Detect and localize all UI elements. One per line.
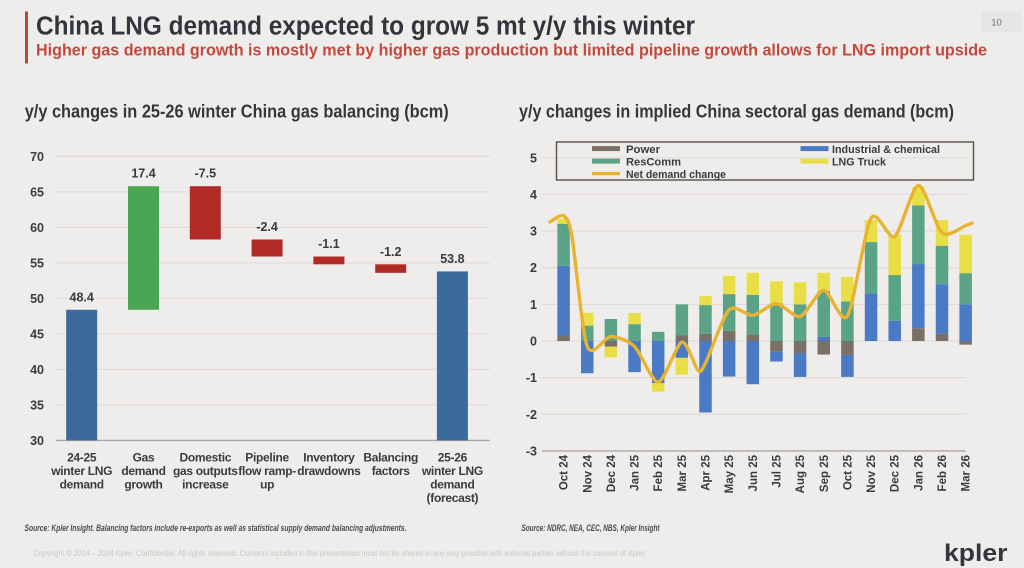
svg-text:Industrial & chemical: Industrial & chemical xyxy=(832,144,940,156)
svg-text:-1.2: -1.2 xyxy=(380,245,402,259)
svg-text:winter LNG: winter LNG xyxy=(421,464,483,478)
svg-text:Power: Power xyxy=(626,144,661,156)
svg-text:y/y changes in 25-26 winter Ch: y/y changes in 25-26 winter China gas ba… xyxy=(25,101,449,122)
svg-text:demand: demand xyxy=(60,478,104,492)
svg-text:Net demand change: Net demand change xyxy=(626,169,726,181)
svg-text:53.8: 53.8 xyxy=(440,252,464,266)
svg-text:gas outputs: gas outputs xyxy=(173,464,238,478)
svg-text:y/y changes in implied China s: y/y changes in implied China sectoral ga… xyxy=(519,101,954,122)
svg-text:-7.5: -7.5 xyxy=(195,167,217,181)
svg-text:30: 30 xyxy=(30,434,44,448)
svg-text:Dec 25: Dec 25 xyxy=(890,454,902,492)
svg-text:10: 10 xyxy=(991,18,1002,29)
svg-text:Jan 25: Jan 25 xyxy=(630,454,642,490)
svg-text:-3: -3 xyxy=(526,444,537,458)
svg-text:Sep 25: Sep 25 xyxy=(819,454,831,492)
svg-text:60: 60 xyxy=(30,221,44,235)
svg-text:Oct 24: Oct 24 xyxy=(559,454,571,490)
svg-text:ResComm: ResComm xyxy=(626,156,681,168)
svg-text:3: 3 xyxy=(530,225,537,239)
svg-text:Nov 24: Nov 24 xyxy=(582,454,594,492)
svg-text:Aug 25: Aug 25 xyxy=(795,454,807,493)
svg-text:May 25: May 25 xyxy=(724,454,736,493)
svg-text:Feb 25: Feb 25 xyxy=(653,454,665,491)
svg-text:35: 35 xyxy=(30,398,44,412)
svg-text:25-26: 25-26 xyxy=(438,451,468,465)
svg-text:48.4: 48.4 xyxy=(70,290,94,304)
svg-text:Jan 26: Jan 26 xyxy=(913,455,925,491)
svg-text:kpler: kpler xyxy=(944,540,1008,567)
svg-text:Mar 26: Mar 26 xyxy=(961,455,973,491)
svg-text:-2: -2 xyxy=(526,408,537,422)
svg-text:45: 45 xyxy=(30,327,44,341)
svg-text:-1: -1 xyxy=(526,371,537,385)
svg-text:factors: factors xyxy=(372,464,411,478)
svg-text:Oct 25: Oct 25 xyxy=(842,454,854,490)
svg-text:Pipeline: Pipeline xyxy=(245,451,289,465)
svg-text:Source: NDRC, NEA, CEC, NBS, K: Source: NDRC, NEA, CEC, NBS, Kpler Insig… xyxy=(522,523,661,533)
svg-text:Source: Kpler Insight. Balanci: Source: Kpler Insight. Balancing factors… xyxy=(25,523,407,533)
svg-text:Domestic: Domestic xyxy=(179,451,231,465)
svg-text:growth: growth xyxy=(124,478,162,492)
svg-text:1: 1 xyxy=(530,298,537,312)
svg-text:winter LNG: winter LNG xyxy=(50,464,112,478)
svg-text:Copyright © 2014 – 2024 Kpler.: Copyright © 2014 – 2024 Kpler. Confident… xyxy=(34,549,647,558)
svg-text:0: 0 xyxy=(530,335,537,349)
svg-text:55: 55 xyxy=(30,256,44,270)
svg-text:Dec 24: Dec 24 xyxy=(606,454,618,492)
svg-text:Feb 26: Feb 26 xyxy=(937,455,949,491)
svg-text:LNG Truck: LNG Truck xyxy=(832,156,887,168)
svg-text:4: 4 xyxy=(530,188,537,202)
svg-text:demand: demand xyxy=(121,464,165,478)
svg-text:drawdowns: drawdowns xyxy=(297,464,361,478)
svg-text:Apr 25: Apr 25 xyxy=(701,454,713,490)
svg-text:40: 40 xyxy=(30,363,44,377)
svg-text:Balancing: Balancing xyxy=(363,451,418,465)
svg-text:2: 2 xyxy=(530,261,537,275)
svg-text:Inventory: Inventory xyxy=(303,451,355,465)
svg-text:5: 5 xyxy=(530,151,537,165)
svg-text:(forecast): (forecast) xyxy=(427,491,479,505)
svg-text:50: 50 xyxy=(30,292,44,306)
svg-text:70: 70 xyxy=(30,150,44,164)
svg-text:Mar 25: Mar 25 xyxy=(677,454,689,491)
svg-text:Jul 25: Jul 25 xyxy=(771,454,783,487)
svg-text:up: up xyxy=(260,478,274,492)
svg-text:Jun 25: Jun 25 xyxy=(748,454,760,491)
svg-text:flow ramp-: flow ramp- xyxy=(238,464,296,478)
svg-text:65: 65 xyxy=(30,185,44,199)
svg-text:China LNG demand expected to g: China LNG demand expected to grow 5 mt y… xyxy=(36,13,695,41)
svg-text:-1.1: -1.1 xyxy=(318,237,340,251)
svg-text:Gas: Gas xyxy=(133,451,155,465)
svg-text:increase: increase xyxy=(182,478,229,492)
svg-text:Higher gas demand growth is mo: Higher gas demand growth is mostly met b… xyxy=(36,41,987,59)
svg-text:-2.4: -2.4 xyxy=(256,220,278,234)
svg-text:demand: demand xyxy=(430,478,474,492)
svg-text:24-25: 24-25 xyxy=(67,451,97,465)
svg-text:Nov 25: Nov 25 xyxy=(866,454,878,492)
svg-text:17.4: 17.4 xyxy=(131,167,155,181)
